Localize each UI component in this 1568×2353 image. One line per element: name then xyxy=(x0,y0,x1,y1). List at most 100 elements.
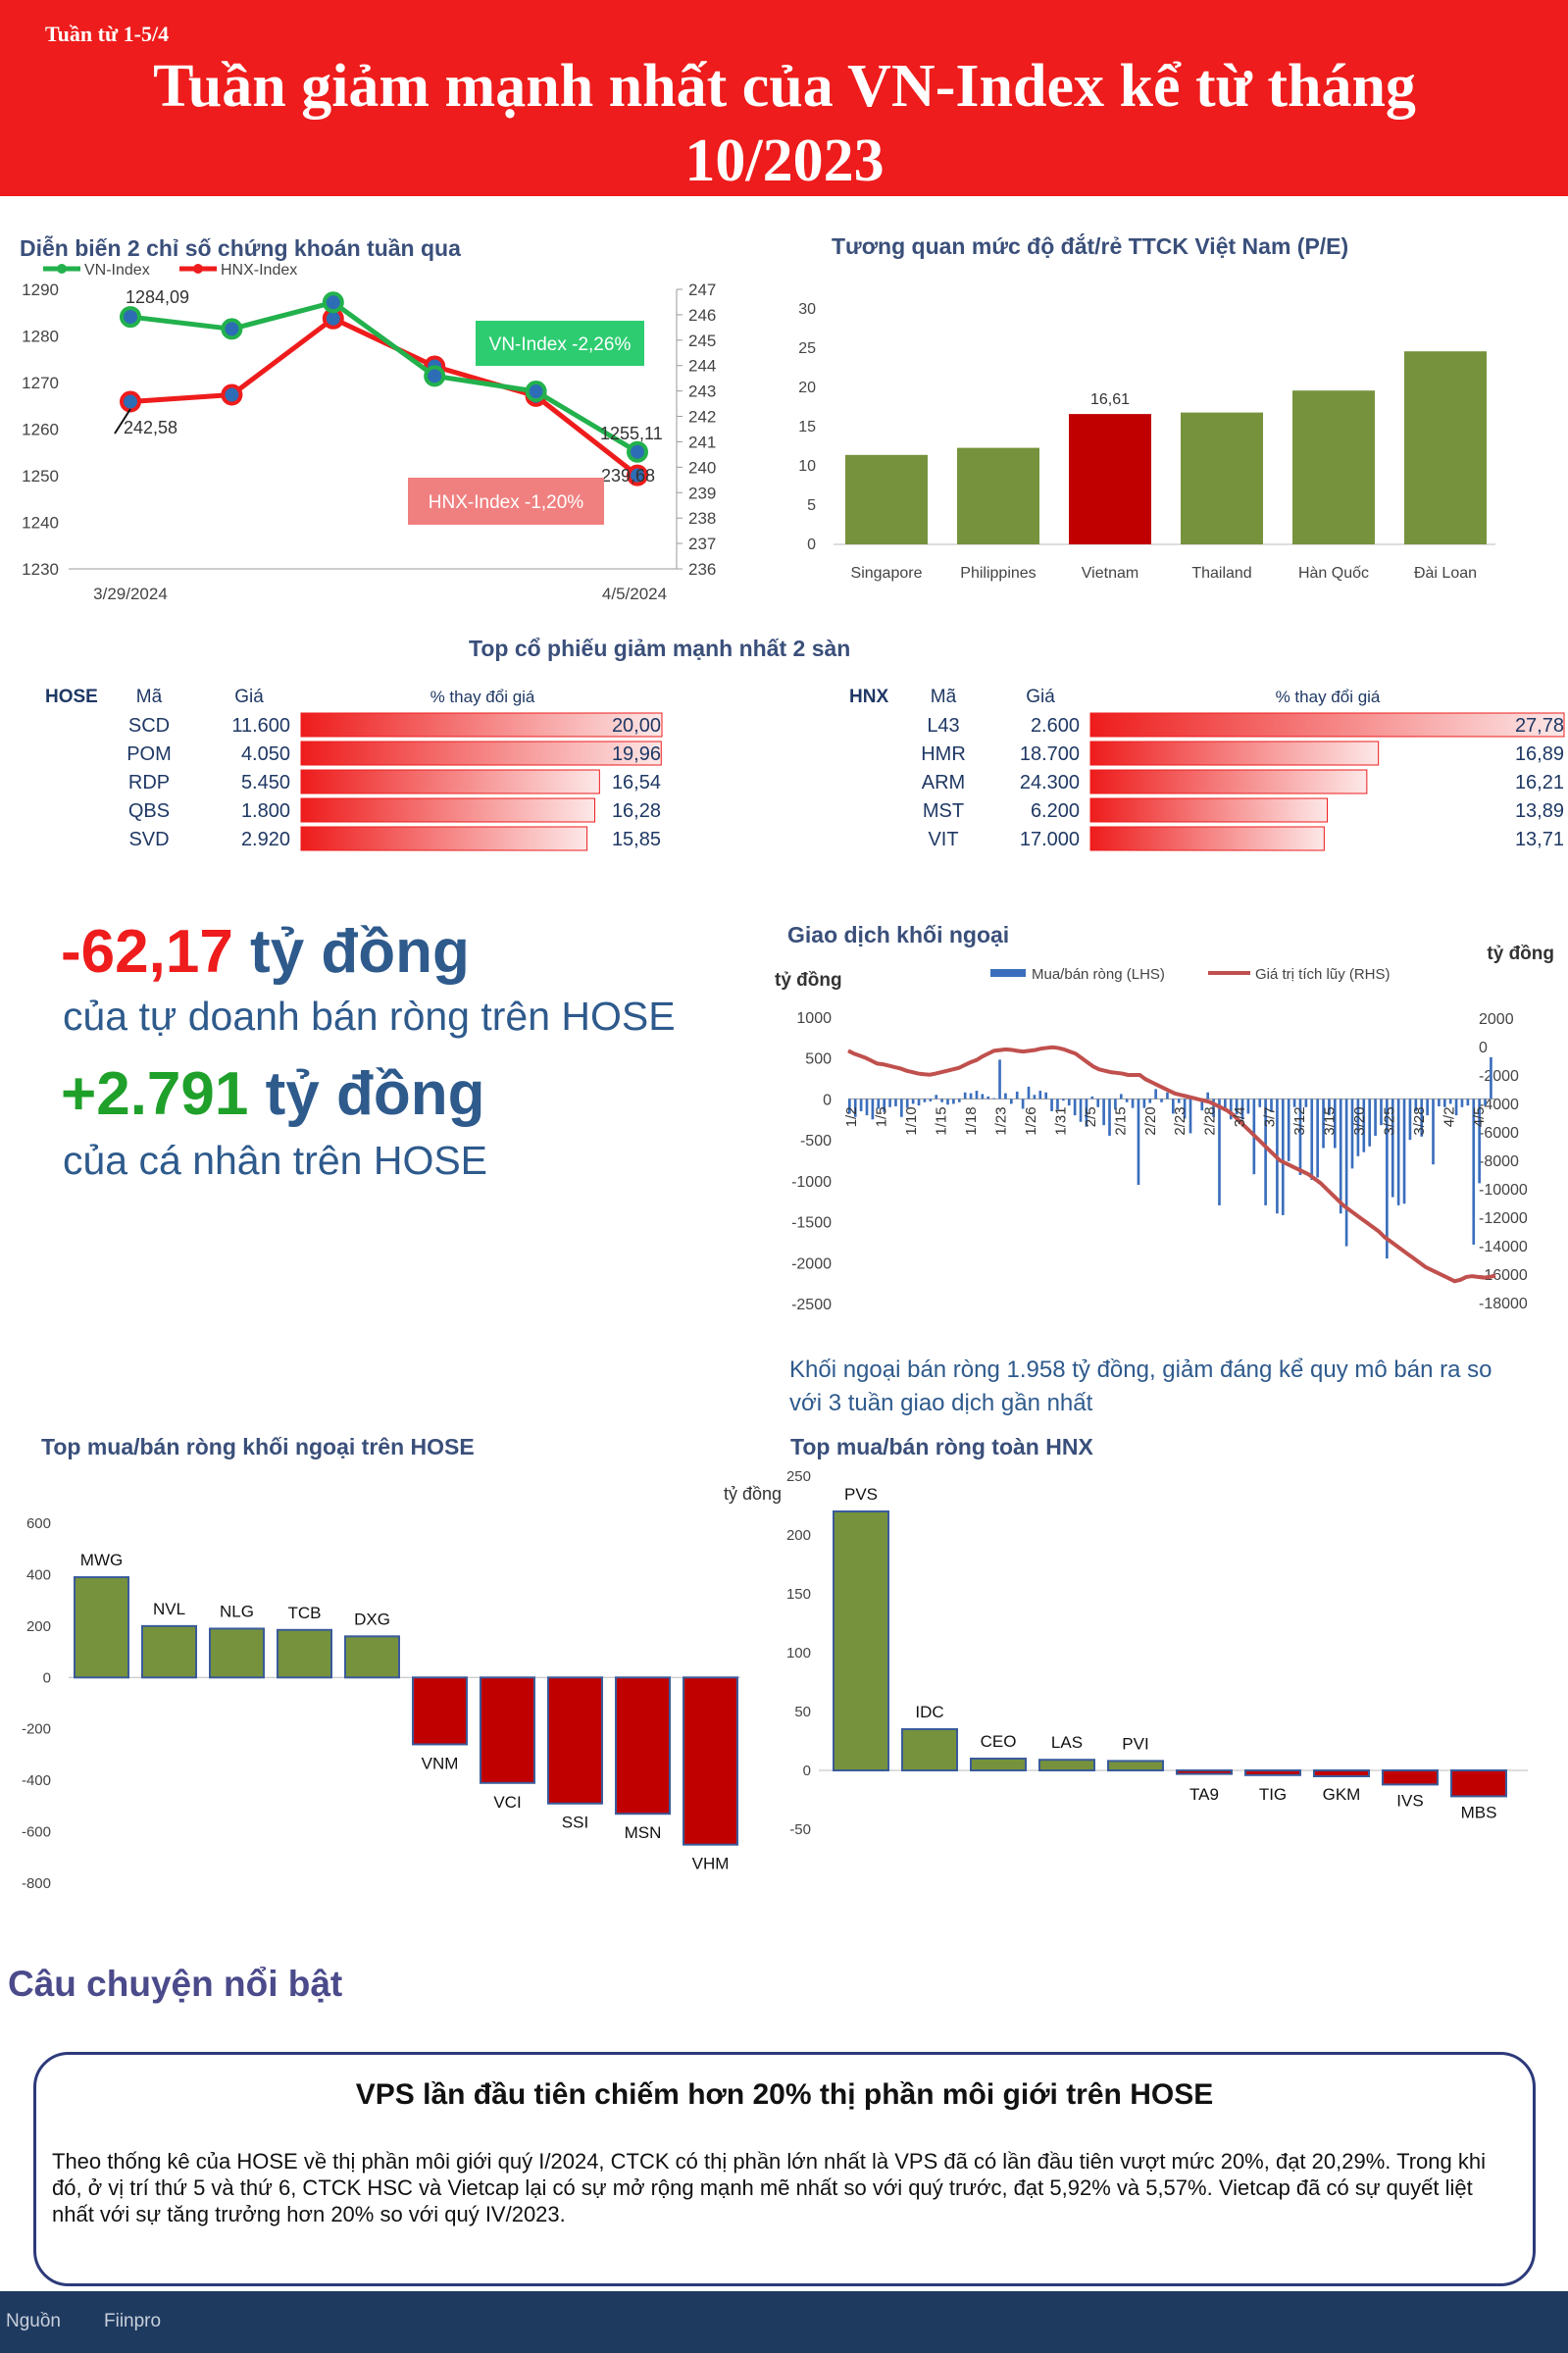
foreign-net-bar xyxy=(963,1092,967,1100)
foreign-net-bar xyxy=(865,1099,869,1116)
foreign-x-label: 1/26 xyxy=(1023,1106,1039,1135)
index-right-tick: 244 xyxy=(688,357,716,376)
foreign-right-tick: 0 xyxy=(1479,1040,1488,1056)
foreign-net-bar xyxy=(1172,1099,1175,1114)
hose-row-value: 16,28 xyxy=(612,800,661,822)
index-left-tick: 1270 xyxy=(22,374,59,392)
hnx-foreign-label: GKM xyxy=(1323,1785,1361,1804)
foreign-net-bar xyxy=(1380,1099,1383,1126)
hnx-foreign-bar xyxy=(970,1758,1027,1771)
foreign-net-bar xyxy=(1484,1099,1487,1106)
foreign-net-bar xyxy=(900,1099,903,1117)
hose-row-bar xyxy=(300,826,588,851)
hose-foreign-bar xyxy=(683,1676,738,1846)
foreign-net-bar xyxy=(1137,1099,1140,1186)
foreign-x-label: 1/2 xyxy=(843,1106,860,1127)
vn-point xyxy=(322,291,344,314)
hnx-row-value: 16,89 xyxy=(1515,743,1564,765)
hose-foreign-label: VHM xyxy=(692,1855,730,1873)
foreign-net-bar xyxy=(1108,1099,1111,1136)
foreign-net-bar xyxy=(975,1091,979,1100)
index-right-tick: 236 xyxy=(688,560,716,579)
foreign-net-bar xyxy=(1350,1099,1354,1169)
foreign-net-bar xyxy=(957,1099,961,1102)
week-label: Tuần từ 1-5/4 xyxy=(45,22,170,46)
hose-row-bar xyxy=(300,797,596,823)
foreign-net-bar xyxy=(1073,1099,1077,1116)
foreign-left-tick: 0 xyxy=(823,1092,832,1108)
foreign-net-bar xyxy=(1356,1099,1360,1156)
index-chart-title: Diễn biến 2 chỉ số chứng khoán tuần qua xyxy=(20,235,461,261)
hnx-foreign-bar xyxy=(1382,1769,1439,1786)
foreign-x-label: 1/31 xyxy=(1052,1106,1069,1135)
pe-category-label: Hàn Quốc xyxy=(1298,565,1369,582)
pe-bar xyxy=(845,454,928,544)
hnx-row-code: HMR xyxy=(921,743,966,765)
foreign-net-bar xyxy=(1142,1099,1146,1108)
foreign-x-label: 2/23 xyxy=(1172,1106,1189,1135)
pe-category-label: Philippines xyxy=(960,565,1036,582)
foreign-x-label: 2/15 xyxy=(1112,1106,1129,1135)
hnx-row-bar xyxy=(1089,769,1368,794)
foreign-net-bar xyxy=(1044,1092,1048,1100)
hnx-foreign-bar xyxy=(1038,1759,1095,1772)
foreign-net-bar xyxy=(888,1099,891,1107)
hnx-foreign-label: IVS xyxy=(1396,1791,1423,1810)
foreign-net-bar xyxy=(1212,1099,1215,1117)
foreign-x-label: 3/12 xyxy=(1291,1106,1308,1135)
hose-exchange-label: HOSE xyxy=(45,687,98,707)
hose-foreign-y-tick: -800 xyxy=(22,1875,51,1892)
foreign-net-bar xyxy=(1472,1099,1476,1245)
foreign-net-bar xyxy=(1125,1099,1129,1102)
vn-callout-text: VN-Index -2,26% xyxy=(489,334,632,355)
foreign-net-bar xyxy=(1339,1099,1342,1214)
hose-foreign-bar xyxy=(480,1676,535,1784)
pe-y-tick: 15 xyxy=(798,419,816,435)
foreign-net-bar xyxy=(1224,1099,1227,1111)
hose-row-code: QBS xyxy=(128,800,170,822)
foreign-net-bar xyxy=(1391,1099,1394,1198)
foreign-net-bar xyxy=(1079,1099,1083,1122)
hose-row-code: SCD xyxy=(128,715,170,737)
foreign-net-bar xyxy=(1246,1099,1250,1114)
hnx-row-price: 2.600 xyxy=(1031,715,1080,737)
hose-row-value: 20,00 xyxy=(612,715,661,737)
hose-row-price: 5.450 xyxy=(241,772,290,793)
hnx-row-price: 24.300 xyxy=(1020,772,1080,793)
foreign-net-bar xyxy=(1085,1099,1088,1127)
index-right-tick: 243 xyxy=(688,383,716,401)
hose-foreign-bar xyxy=(277,1628,332,1679)
foreign-net-bar xyxy=(969,1093,973,1100)
pe-y-tick: 25 xyxy=(798,340,816,357)
foreign-net-bar xyxy=(1027,1086,1031,1100)
foreign-right-tick: -12000 xyxy=(1479,1210,1528,1227)
decliners-table: HOSE Mã Giá % thay đổi giá SCD 11.600 20,00 POM… xyxy=(45,687,1565,851)
foreign-right-tick: -18000 xyxy=(1479,1296,1528,1312)
hose-foreign-y-tick: -600 xyxy=(22,1824,51,1841)
foreign-net-bar xyxy=(1374,1099,1377,1136)
hnx-col-change: % thay đổi giá xyxy=(1276,688,1381,706)
foreign-net-bar xyxy=(911,1099,915,1104)
foreign-net-bar xyxy=(1131,1099,1135,1108)
foreign-net-bar xyxy=(1166,1092,1169,1100)
foreign-net-bar xyxy=(1038,1091,1042,1100)
pe-category-label: Vietnam xyxy=(1082,565,1138,582)
indiv-desc: của cá nhân trên HOSE xyxy=(63,1138,488,1183)
foreign-net-bar xyxy=(1010,1099,1013,1104)
pe-bar-chart: 30 25 20 15 10 5 0 Singapore Philippines Vietnam T… xyxy=(798,301,1495,582)
foreign-net-bar xyxy=(1240,1099,1244,1120)
foreign-right-tick: -16000 xyxy=(1479,1267,1528,1284)
foreign-x-label: 1/10 xyxy=(903,1106,920,1135)
hnx-row-value: 27,78 xyxy=(1515,715,1564,737)
foreign-net-bar xyxy=(1344,1099,1348,1247)
hnx-row-value: 13,71 xyxy=(1515,829,1564,850)
foreign-x-label: 4/5 xyxy=(1471,1106,1488,1127)
foreign-net-bar xyxy=(1426,1099,1429,1116)
foreign-net-bar xyxy=(981,1094,985,1100)
foreign-left-tick: -2500 xyxy=(791,1297,832,1313)
index-right-tick: 247 xyxy=(688,281,716,299)
hnx-callout-text: HNX-Index -1,20% xyxy=(429,492,584,513)
hose-row-code: SVD xyxy=(128,829,169,850)
foreign-x-label: 3/7 xyxy=(1262,1106,1279,1127)
